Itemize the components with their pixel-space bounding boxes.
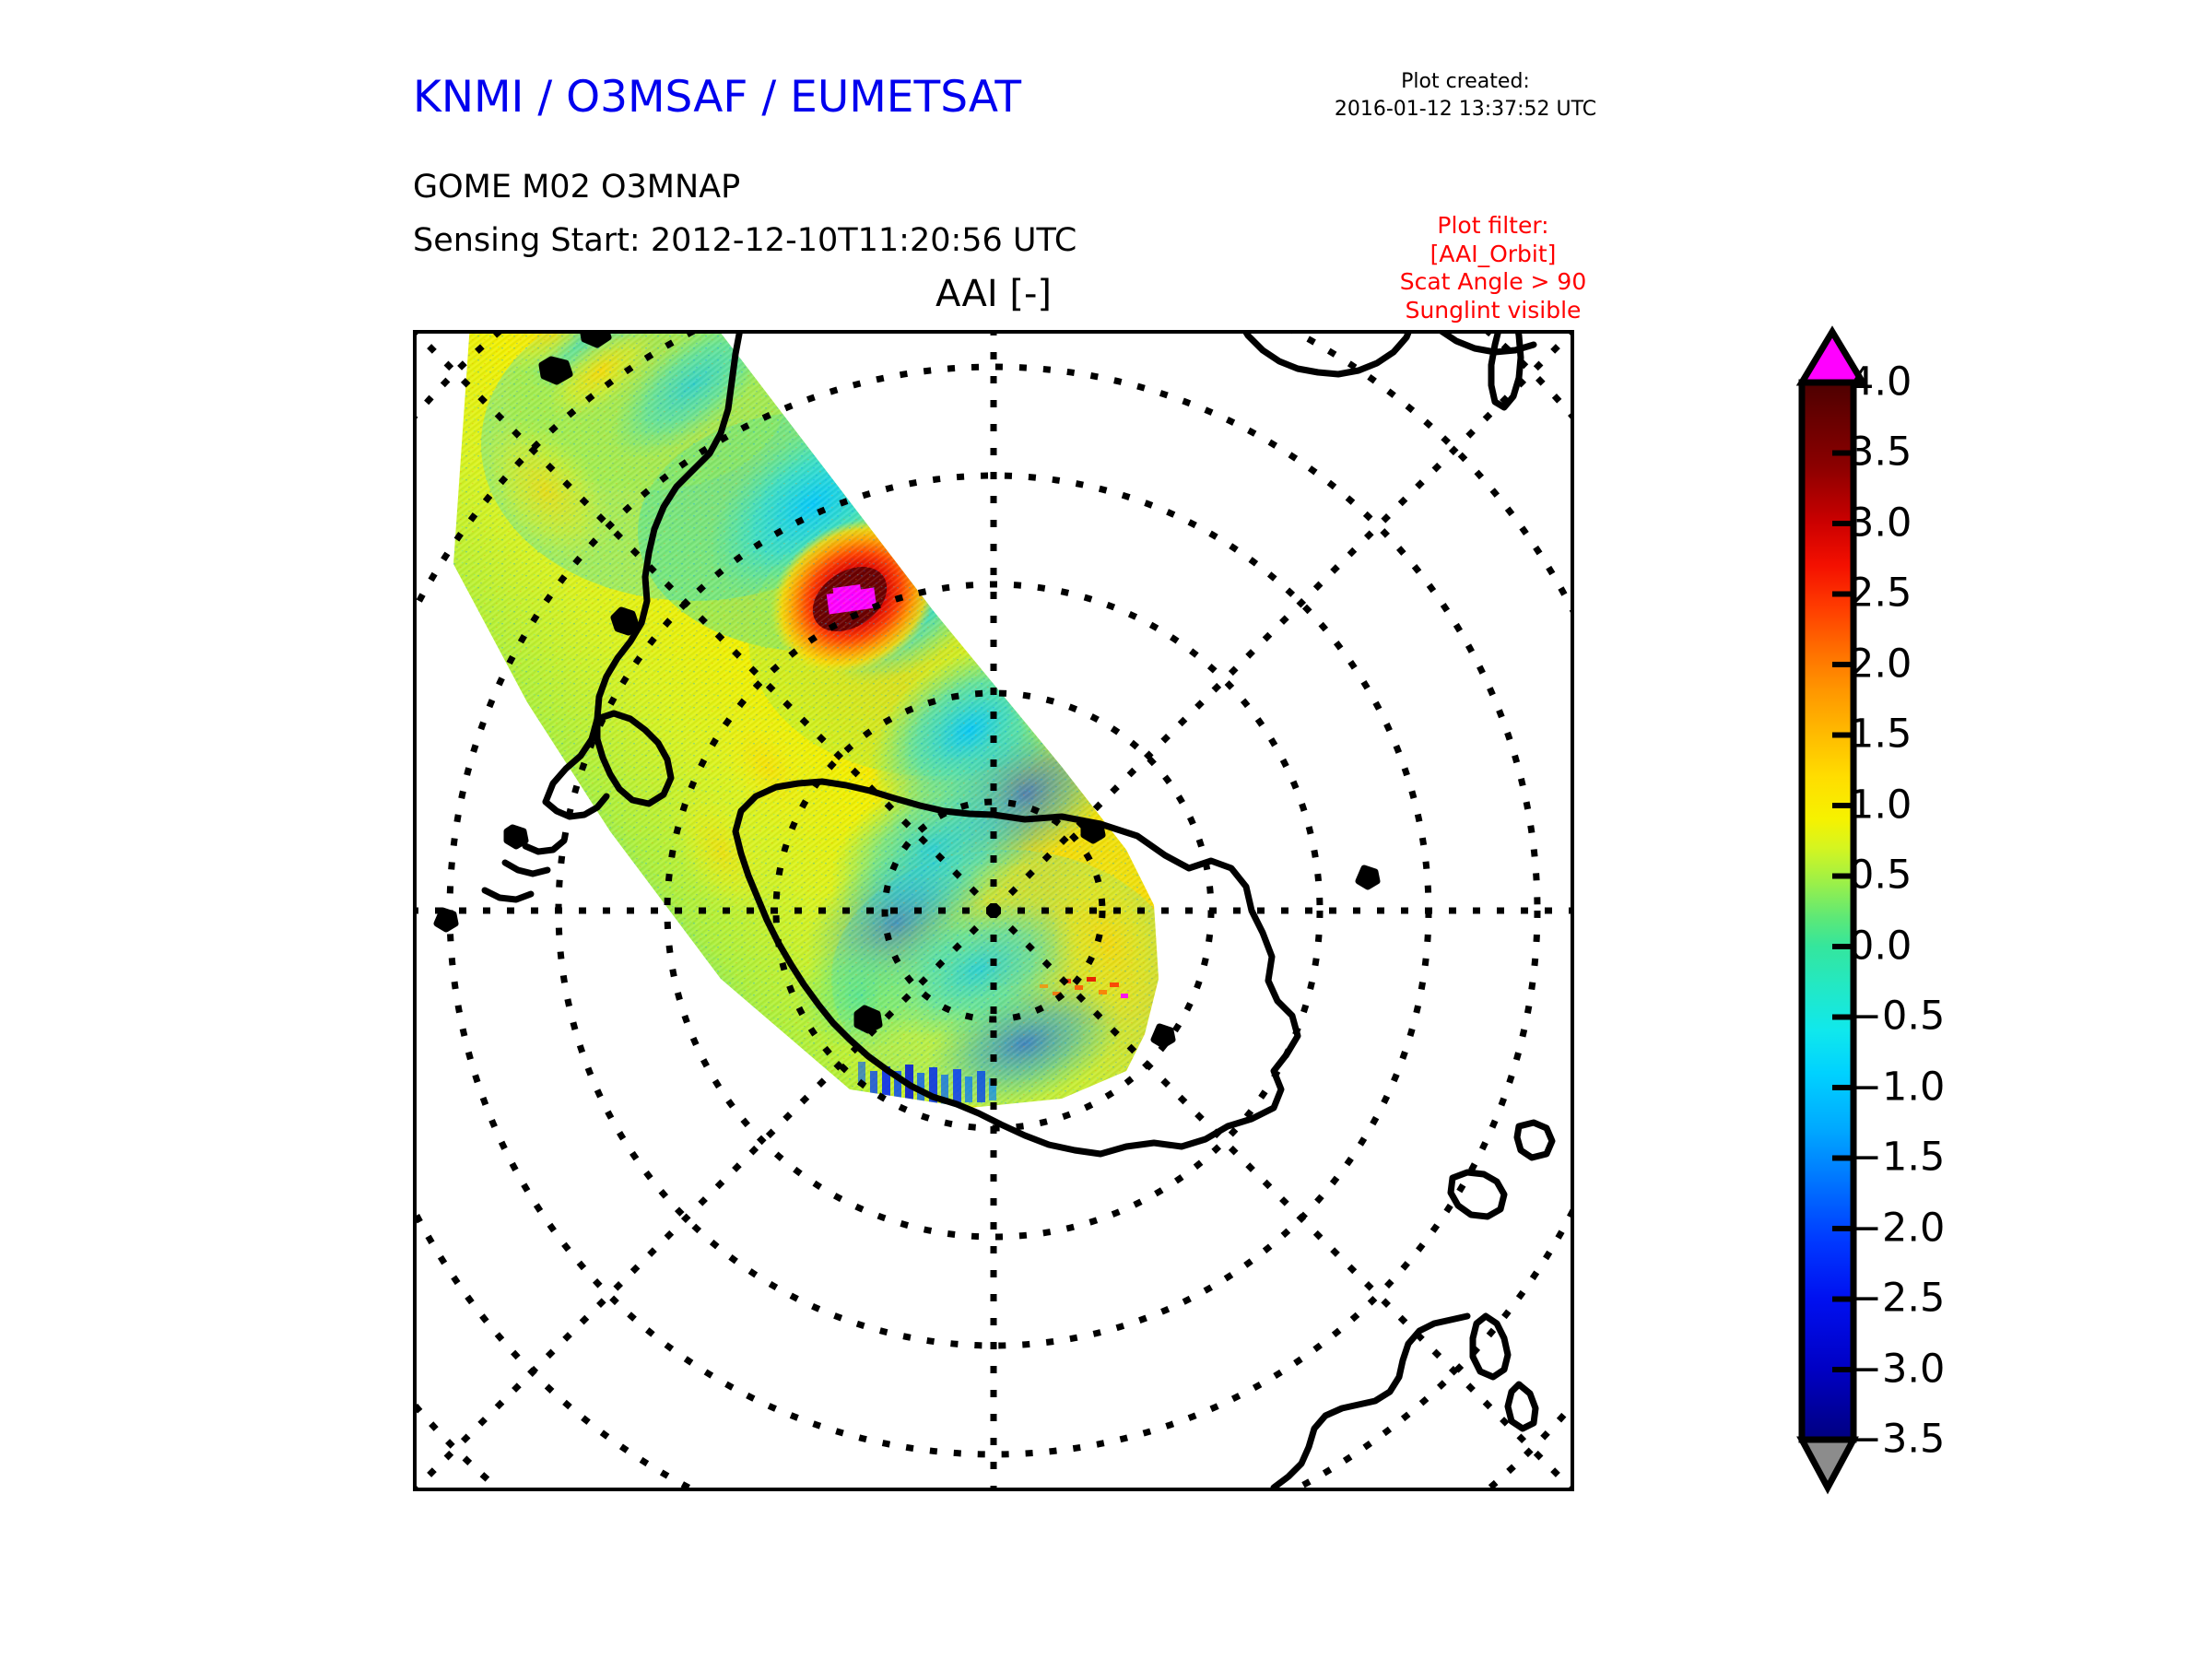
sensing-start-label: Sensing Start: 2012-12-10T11:20:56 UTC xyxy=(413,222,1077,259)
colorbar-tick-label: −0.5 xyxy=(1849,993,1946,1040)
plot-created-label: Plot created: xyxy=(1401,70,1530,93)
organisation-title: KNMI / O3MSAF / EUMETSAT xyxy=(413,72,1022,123)
colorbar-tick-label: 3.5 xyxy=(1849,429,1912,476)
colorbar: 4.0 3.5 3.0 2.5 2.0 1.5 1.0 0.5 0.0 −0.5… xyxy=(1788,324,2175,1495)
colorbar-tick-label: −2.0 xyxy=(1849,1205,1946,1252)
plot-filter-line: Plot filter: xyxy=(1437,212,1549,239)
plot-filter-block: Plot filter: [AAI_Orbit] Scat Angle > 90… xyxy=(1364,212,1622,324)
colorbar-tick-label: 3.0 xyxy=(1849,500,1912,547)
colorbar-graphic xyxy=(1795,325,1869,1495)
dataset-label: GOME M02 O3MNAP xyxy=(413,169,741,206)
colorbar-tick-label: 1.0 xyxy=(1849,782,1912,829)
map-plot-panel xyxy=(413,330,1574,1491)
colorbar-gradient xyxy=(1798,379,1857,1443)
colorbar-tick-label: −2.5 xyxy=(1849,1275,1946,1322)
polar-stereographic-map xyxy=(417,334,1571,1488)
colorbar-tick-label: 2.0 xyxy=(1849,641,1912,688)
colorbar-ticks xyxy=(1832,380,1853,1442)
plot-filter-line: [AAI_Orbit] xyxy=(1430,240,1557,267)
colorbar-tick-label: 0.0 xyxy=(1849,923,1912,970)
colorbar-tick-label: −1.5 xyxy=(1849,1134,1946,1181)
plot-filter-line: Scat Angle > 90 xyxy=(1399,268,1587,295)
colorbar-tick-label: −3.0 xyxy=(1849,1346,1946,1393)
colorbar-tick-label: −3.5 xyxy=(1849,1416,1946,1463)
graticule-meridians xyxy=(417,334,1571,1488)
colorbar-under-arrow xyxy=(1796,1436,1859,1495)
plot-title: AAI [-] xyxy=(935,273,1052,315)
plot-filter-line: Sunglint visible xyxy=(1405,296,1582,324)
colorbar-tick-label: 2.5 xyxy=(1849,570,1912,617)
colorbar-tick-label: 1.5 xyxy=(1849,711,1912,758)
coastlines xyxy=(433,334,1556,1488)
colorbar-tick-label: −1.0 xyxy=(1849,1064,1946,1111)
plot-created-value: 2016-01-12 13:37:52 UTC xyxy=(1334,97,1597,121)
plot-created-block: Plot created: 2016-01-12 13:37:52 UTC xyxy=(1327,68,1604,123)
colorbar-tick-label: 0.5 xyxy=(1849,852,1912,899)
colorbar-tick-label: 4.0 xyxy=(1849,359,1912,406)
